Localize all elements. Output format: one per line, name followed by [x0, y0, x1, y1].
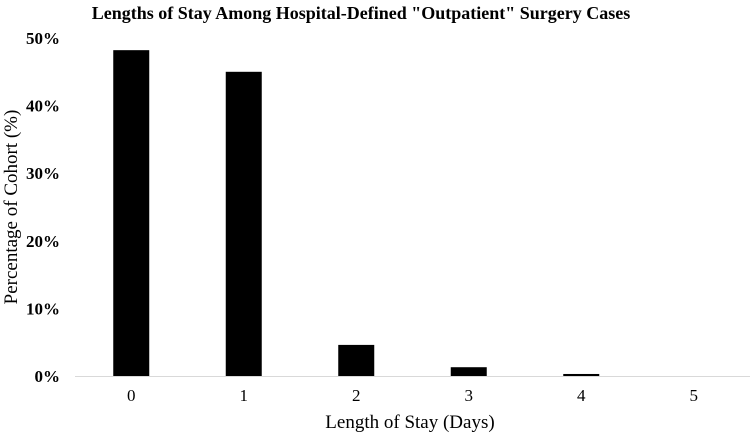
bar	[338, 344, 375, 376]
x-tick-label: 0	[127, 386, 136, 405]
x-tick-label: 3	[465, 386, 474, 405]
y-tick-label: 30%	[26, 164, 60, 183]
y-axis-title: Percentage of Cohort (%)	[1, 110, 22, 305]
x-tick-label: 1	[240, 386, 249, 405]
y-axis-title-group: Percentage of Cohort (%)	[1, 110, 22, 305]
y-tick-label: 0%	[35, 367, 61, 386]
x-tick-labels: 0 1 2 3 4 5	[127, 386, 698, 405]
y-tick-labels: 0% 10% 20% 30% 40% 50%	[26, 29, 60, 386]
y-tick-label: 10%	[26, 299, 60, 318]
x-tick-label: 4	[577, 386, 586, 405]
chart-title: Lengths of Stay Among Hospital-Defined "…	[92, 3, 631, 23]
x-tick-label: 2	[352, 386, 361, 405]
bar	[450, 367, 487, 376]
y-tick-label: 20%	[26, 232, 60, 251]
bar	[563, 373, 600, 376]
bars	[113, 50, 600, 377]
x-tick-label: 5	[690, 386, 699, 405]
bar	[225, 71, 262, 377]
y-tick-label: 50%	[26, 29, 60, 48]
x-axis-title: Length of Stay (Days)	[325, 412, 494, 433]
bar	[113, 50, 150, 376]
y-tick-label: 40%	[26, 97, 60, 116]
